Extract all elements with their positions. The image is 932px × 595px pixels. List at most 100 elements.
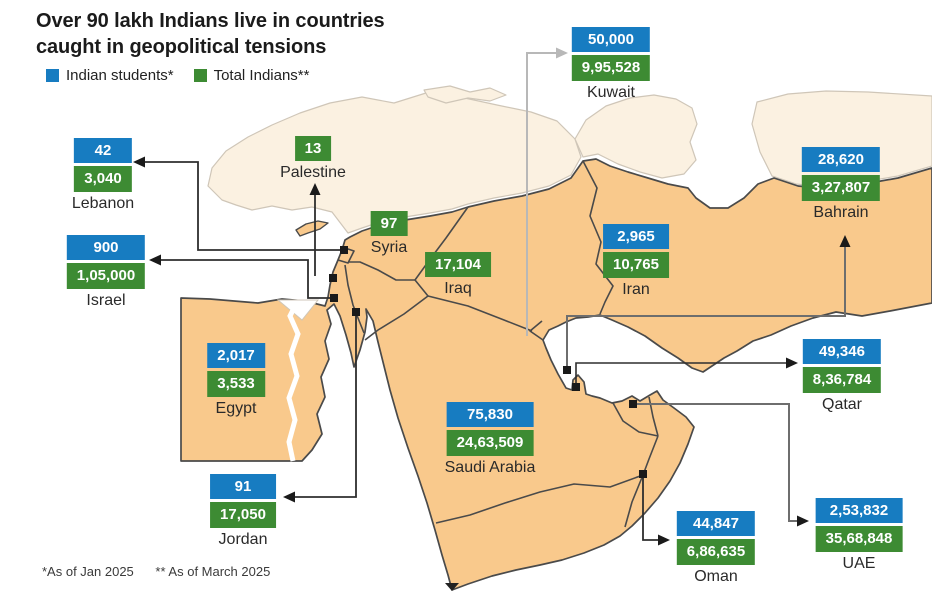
arrow-qatar [786,357,798,369]
israel-total-value: 1,05,000 [66,263,146,289]
iraq-name: Iraq [444,280,472,298]
legend-item-total: Total Indians** [193,67,310,84]
label-lebanon: 42 3,040 Lebanon [72,138,134,213]
arrow-bahrain [839,235,851,247]
marker-palestine [329,274,337,282]
qatar-name: Qatar [821,395,863,413]
marker-bahrain [563,366,571,374]
marker-qatar [572,383,580,391]
arrow-lebanon [133,156,145,168]
kuwait-students-value: 50,000 [571,27,651,53]
uae-students-value: 2,53,832 [815,498,903,524]
syria-name: Syria [370,239,408,257]
jordan-students-value: 91 [210,474,276,500]
label-palestine: 13 Palestine [280,136,346,182]
footnotes: *As of Jan 2025 ** As of March 2025 [42,564,288,579]
israel-students-value: 900 [66,235,146,261]
arrow-palestine [309,183,321,195]
arrow-uae [797,515,809,527]
leader-bahrain [566,244,846,366]
marker-lebanon [340,246,348,254]
page-title: Over 90 lakh Indians live in countries c… [36,10,385,59]
border-iraq-saudi [427,295,533,332]
lebanon-name: Lebanon [71,194,135,212]
oman-name: Oman [694,567,738,585]
border-kuwait [529,320,544,341]
arrow-yemen [445,583,459,591]
arrow-jordan [283,491,295,503]
uae-total-value: 35,68,848 [815,526,903,552]
marker-israel [330,294,338,302]
oman-students-value: 44,847 [676,511,756,537]
iran-students-value: 2,965 [603,224,669,250]
bahrain-students-value: 28,620 [801,147,881,173]
marker-oman [639,470,647,478]
leader-lebanon [140,161,340,251]
oman-total-value: 6,86,635 [676,539,756,565]
students-legend-label: Indian students* [66,67,174,84]
border-syria-jordan [348,261,415,281]
caucasus-shape [574,94,698,179]
label-syria: 97 Syria [370,211,408,257]
leader-lines [133,47,851,591]
leader-uae [637,403,801,522]
jordan-total-value: 17,050 [210,502,276,528]
leader-qatar [575,362,791,384]
qatar-total-value: 8,36,784 [802,367,882,393]
iran-total-value: 10,765 [603,252,669,278]
border-saudi-oman-yemen [435,435,659,524]
border-saudi-uae [612,402,659,437]
students-swatch-icon [46,69,59,82]
lebanon-students-value: 42 [74,138,132,164]
students-footnote: *As of Jan 2025 [42,564,134,579]
egypt-total-value: 3,533 [207,371,265,397]
saudi-total-value: 24,63,509 [446,430,534,456]
total-swatch-icon [193,69,207,82]
total-footnote: ** As of March 2025 [155,564,271,579]
cyprus-shape [295,220,329,237]
label-israel: 900 1,05,000 Israel [66,235,146,310]
label-iraq: 17,104 Iraq [425,252,491,298]
arrow-oman [658,534,670,546]
saudi-students-value: 75,830 [446,402,534,428]
bahrain-total-value: 3,27,807 [801,175,881,201]
label-bahrain: 28,620 3,27,807 Bahrain [801,147,881,222]
location-markers [329,246,647,478]
israel-name: Israel [86,291,126,309]
total-legend-label: Total Indians** [213,67,310,84]
north-coast-shape [423,85,507,104]
nile-river [276,299,320,462]
iran-name: Iran [622,280,650,298]
label-uae: 2,53,832 35,68,848 UAE [815,498,903,573]
iraq-total-value: 17,104 [425,252,491,278]
leader-kuwait [526,52,560,336]
label-iran: 2,965 10,765 Iran [603,224,669,299]
palestine-total-value: 13 [294,136,332,162]
label-saudi-arabia: 75,830 24,63,509 Saudi Arabia [444,402,536,477]
border-israel-jordan [344,264,365,334]
leader-israel [156,259,332,299]
arrow-kuwait [556,47,568,59]
legend-item-students: Indian students* [46,67,174,84]
syria-total-value: 97 [370,211,408,237]
kuwait-name: Kuwait [586,83,636,101]
neutral-land [207,85,932,234]
egypt-students-value: 2,017 [207,343,265,369]
egypt-name: Egypt [215,399,257,417]
kuwait-total-value: 9,95,528 [571,55,651,81]
arrow-israel [149,254,161,266]
saudi-name: Saudi Arabia [444,458,536,476]
border-jordan-iraq-saudi [364,279,429,341]
leader-jordan [290,314,357,498]
label-oman: 44,847 6,86,635 Oman [676,511,756,586]
label-kuwait: 50,000 9,95,528 Kuwait [571,27,651,102]
border-yemen-oman [624,474,644,528]
marker-uae [629,400,637,408]
label-egypt: 2,017 3,533 Egypt [207,343,265,418]
palestine-name: Palestine [280,164,346,182]
turkey-shape [207,92,582,234]
lebanon-total-value: 3,040 [74,166,132,192]
label-jordan: 91 17,050 Jordan [210,474,276,549]
